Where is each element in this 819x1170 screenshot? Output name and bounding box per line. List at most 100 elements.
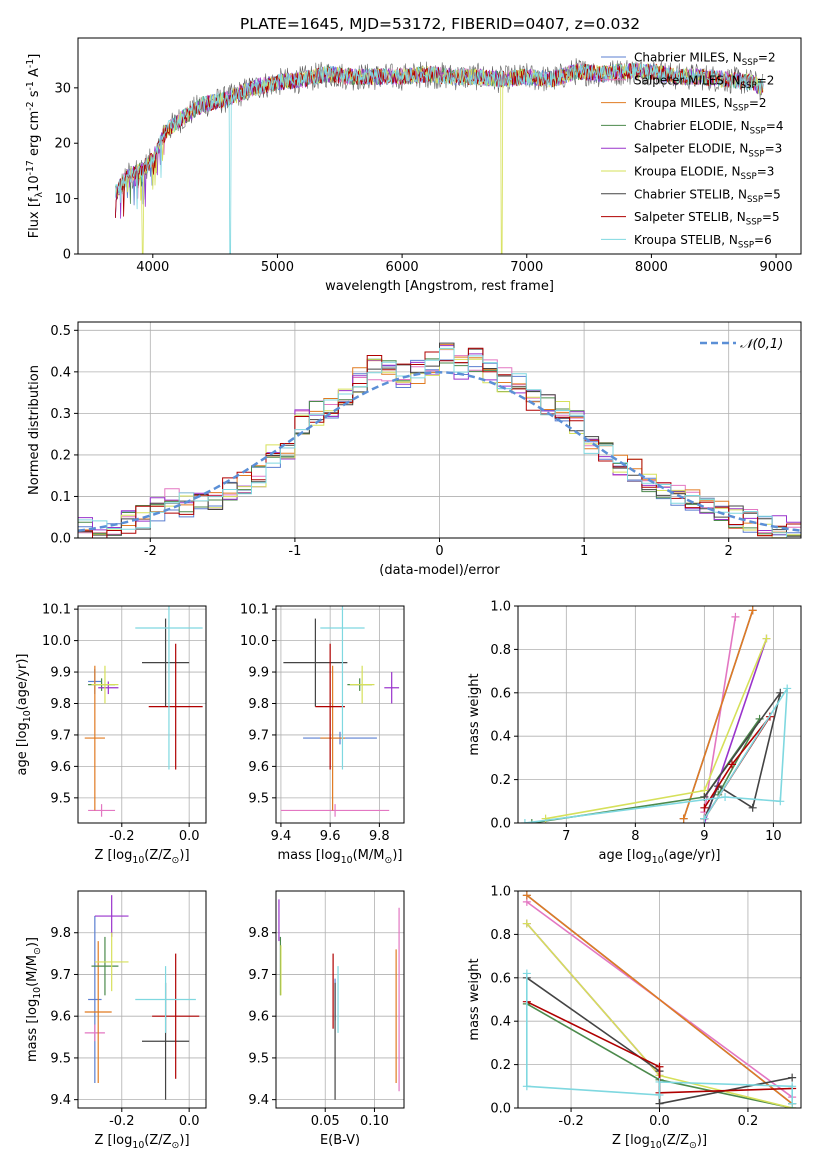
age_vs_mass-xtick-label: 9.8 bbox=[369, 829, 390, 844]
weight_vs_Z-marker bbox=[655, 1099, 664, 1108]
age_vs_mass-ytick-label: 10.1 bbox=[240, 603, 269, 618]
weight_vs_age-marker bbox=[783, 684, 792, 693]
age_vs_Z-xlabel: Z [log10(Z/Z⊙)] bbox=[94, 848, 189, 866]
age_vs_mass-plot bbox=[280, 606, 400, 817]
residuals-ytick-label: 0.4 bbox=[50, 365, 71, 380]
residuals-hist-series bbox=[78, 347, 801, 538]
weight_vs_age-xtick-label: 8 bbox=[631, 829, 639, 844]
weight_vs_age-ytick-label: 0.2 bbox=[490, 773, 511, 788]
residuals-xtick-label: -1 bbox=[288, 544, 301, 559]
mass_vs_Z-ytick-label: 9.4 bbox=[50, 1093, 71, 1108]
residuals-ytick-label: 0.1 bbox=[50, 490, 71, 505]
spectrum-ytick-label: 0 bbox=[63, 248, 71, 263]
weight_vs_Z-xtick-label: 0.2 bbox=[738, 1114, 759, 1129]
weight_vs_age-ytick-label: 0.4 bbox=[490, 730, 511, 745]
weight_vs_age-marker bbox=[748, 803, 757, 812]
age_vs_Z-ytick-label: 9.8 bbox=[50, 697, 71, 712]
gaussian-curve bbox=[78, 371, 801, 532]
weight_vs_age-marker bbox=[776, 688, 785, 697]
weight_vs_Z-marker bbox=[522, 891, 531, 900]
residuals-xtick-label: 1 bbox=[580, 544, 588, 559]
mass_vs_Z-ytick-label: 9.6 bbox=[50, 1010, 71, 1025]
legend-entry: Kroupa MILES, NSSP=2 bbox=[634, 96, 767, 114]
mass_vs_ebv-plot bbox=[278, 899, 400, 1100]
age_vs_Z-axes bbox=[74, 606, 206, 827]
residuals-xtick-label: -2 bbox=[144, 544, 157, 559]
mass_vs_Z-xtick-label: -0.2 bbox=[109, 1114, 134, 1129]
spectrum-xtick-label: 5000 bbox=[261, 260, 294, 275]
weight_vs_Z-plot bbox=[522, 891, 797, 1108]
weight_vs_age-line bbox=[545, 638, 768, 820]
mass_vs_Z-ytick-label: 9.5 bbox=[50, 1051, 71, 1066]
weight_vs_Z-marker bbox=[522, 919, 531, 928]
weight_vs_Z-marker bbox=[788, 1073, 797, 1082]
age_vs_mass-frame bbox=[275, 605, 405, 824]
weight_vs_age-ytick-label: 0.6 bbox=[490, 686, 511, 701]
mass_vs_ebv-xtick-label: 0.10 bbox=[360, 1114, 389, 1129]
age_vs_mass-ytick-label: 9.5 bbox=[248, 791, 269, 806]
spectrum-frame bbox=[77, 37, 802, 255]
mass_vs_ebv-xtick-label: 0.05 bbox=[311, 1114, 340, 1129]
weight_vs_Z-ytick-label: 0.8 bbox=[490, 928, 511, 943]
age_vs_mass-axes bbox=[272, 606, 404, 827]
weight_vs_age-marker bbox=[520, 819, 529, 823]
residuals-axes bbox=[74, 322, 801, 542]
mass_vs_ebv-frame bbox=[275, 890, 405, 1109]
weight_vs_age-marker bbox=[527, 819, 536, 823]
weight_vs_Z-line bbox=[526, 894, 793, 1105]
legend-entry: Salpeter ELODIE, NSSP=3 bbox=[634, 142, 782, 160]
spectrum-xtick-label: 4000 bbox=[136, 260, 169, 275]
age_vs_mass-ytick-label: 9.8 bbox=[248, 697, 269, 712]
age_vs_Z-plot bbox=[84, 606, 203, 817]
mass_vs_ebv-ytick-label: 9.6 bbox=[248, 1010, 269, 1025]
weight_vs_Z-xtick-label: 0.0 bbox=[649, 1114, 670, 1129]
weight_vs_age-xtick-label: 10 bbox=[765, 829, 782, 844]
age_vs_Z-xtick-label: -0.2 bbox=[109, 829, 134, 844]
weight_vs_age-xtick-label: 7 bbox=[562, 829, 570, 844]
age_vs_mass-xtick-label: 9.4 bbox=[271, 829, 292, 844]
residuals-ytick-label: 0.2 bbox=[50, 448, 71, 463]
mass_vs_ebv-ytick-label: 9.8 bbox=[248, 926, 269, 941]
mass_vs_ebv-ytick-label: 9.5 bbox=[248, 1051, 269, 1066]
weight_vs_Z-marker bbox=[788, 1082, 797, 1091]
weight_vs_Z-frame bbox=[517, 890, 802, 1109]
spectrum-series-line bbox=[115, 62, 764, 254]
mass_vs_Z-plot bbox=[84, 895, 200, 1100]
mass_vs_Z-xlabel: Z [log10(Z/Z⊙)] bbox=[94, 1133, 189, 1151]
weight_vs_Z-ytick-label: 0.0 bbox=[490, 1102, 511, 1117]
age_vs_Z-ytick-label: 10.1 bbox=[42, 603, 71, 618]
weight_vs_age-marker bbox=[727, 760, 736, 769]
spectrum-ytick-label: 10 bbox=[54, 192, 71, 207]
mass_vs_Z-ytick-label: 9.8 bbox=[50, 926, 71, 941]
legend-entry: Salpeter STELIB, NSSP=5 bbox=[634, 210, 780, 228]
weight_vs_age-marker bbox=[721, 792, 730, 801]
weight_vs_age-marker bbox=[731, 612, 740, 621]
spectrum-xtick-label: 8000 bbox=[635, 260, 668, 275]
spectrum-xtick-label: 9000 bbox=[760, 260, 793, 275]
age_vs_mass-xtick-label: 9.6 bbox=[320, 829, 341, 844]
spectrum-plot bbox=[115, 58, 764, 254]
residuals-xlabel: (data-model)/error bbox=[379, 563, 500, 578]
spectrum-legend: Chabrier MILES, NSSP=2 Salpeter MILES, NS… bbox=[601, 51, 783, 251]
age_vs_mass-ytick-label: 9.7 bbox=[248, 728, 269, 743]
weight_vs_age-marker bbox=[748, 606, 757, 615]
weight_vs_age-plot bbox=[520, 606, 792, 823]
weight_vs_age-line bbox=[524, 687, 788, 823]
residuals-ytick-label: 0.0 bbox=[50, 532, 71, 547]
age_vs_Z-ytick-label: 9.7 bbox=[50, 728, 71, 743]
age_vs_Z-ytick-label: 9.6 bbox=[50, 760, 71, 775]
legend-entry: Salpeter MILES, NSSP=2 bbox=[634, 73, 774, 91]
residuals-frame bbox=[77, 321, 802, 539]
weight_vs_Z-marker bbox=[655, 1077, 664, 1086]
weight_vs_age-axes bbox=[514, 605, 801, 827]
age_vs_Z-ylabel: age [log10(age/yr)] bbox=[15, 654, 33, 776]
mass_vs_Z-xtick-label: 0.0 bbox=[179, 1114, 200, 1129]
weight_vs_Z-xlabel: Z [log10(Z/Z⊙)] bbox=[612, 1133, 707, 1151]
weight_vs_age-xtick-label: 9 bbox=[700, 829, 708, 844]
spectrum-axes bbox=[74, 87, 777, 258]
weight_vs_age-ytick-label: 0.8 bbox=[490, 643, 511, 658]
legend-entry: Kroupa STELIB, NSSP=6 bbox=[634, 233, 772, 251]
weight_vs_age-marker bbox=[700, 803, 709, 812]
weight_vs_Z-ylabel: mass weight bbox=[467, 958, 482, 1040]
